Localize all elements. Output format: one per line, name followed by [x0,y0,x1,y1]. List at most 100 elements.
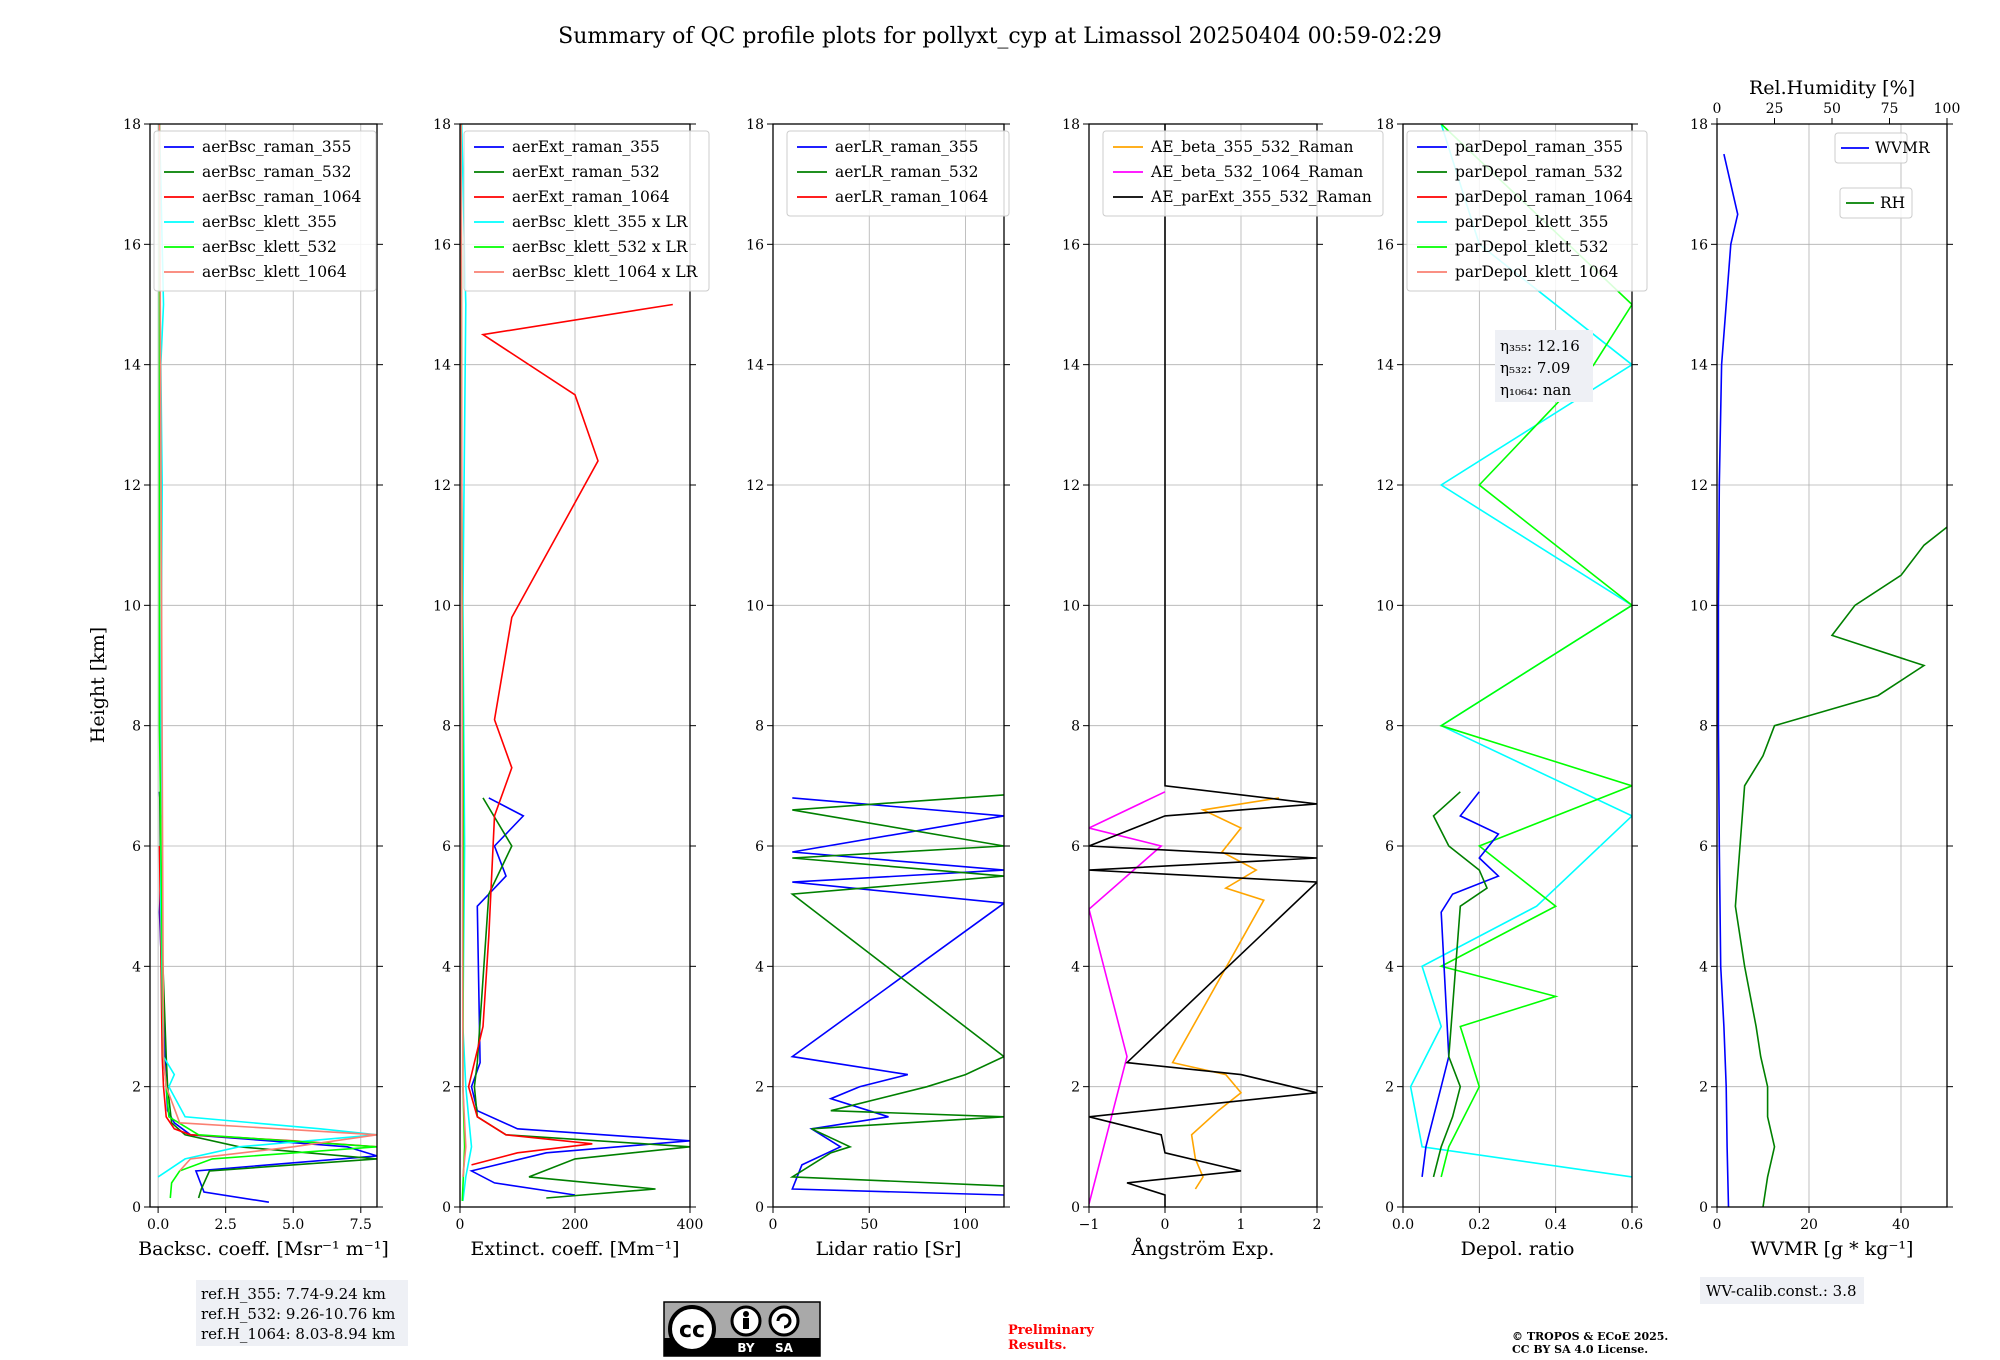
x-tick-label: 20 [1800,1217,1818,1233]
x-tick-label: 0.2 [1468,1217,1490,1233]
legend-box [1406,130,1648,292]
x-tick-label: 0.0 [1392,1217,1414,1233]
x-tick-label: 0.6 [1621,1217,1643,1233]
y-tick-label: 4 [755,959,764,975]
series-group [460,124,690,1202]
y-tick-label: 0 [442,1200,451,1216]
top-x-axis-label: Rel.Humidity [%] [1749,77,1915,99]
eta-1064-label: η₁₀₆₄: nan [1500,381,1571,399]
panel-extinction: 0 2 4 6 8 10 12 14 16 18 0 200 400 Extinct. coeff. [M… [433,117,710,1260]
y-tick-label: 16 [1376,237,1394,253]
eta-annotation-box [1495,330,1593,402]
series-group [789,794,1004,1196]
legend-entry: parDepol_klett_532 [1455,238,1608,256]
series-line-AE_beta_355_532_Raman [1171,797,1280,1190]
legend-entry: aerBsc_klett_532 x LR [512,238,689,256]
y-tick-label: 14 [1376,358,1394,374]
series-line-aerBsc_klett_1064 [158,124,377,1172]
x-tick-label: 50 [860,1217,878,1233]
y-tick-label: 18 [746,117,764,133]
wv-calib-annotation: WV-calib.const.: 3.8 [1700,1277,1864,1304]
panel-depol: 0 2 4 6 8 10 12 14 16 18 0.0 0.2 0.4 0.6 Depol. ratio p… [1376,117,1648,1260]
legend-box [786,130,1010,217]
axes-frame [459,123,691,1208]
y-tick-label: 8 [442,719,451,735]
person-icon-body [743,1318,749,1329]
y-tick-label: 6 [1071,839,1080,855]
legend-entry: aerLR_raman_1064 [835,188,988,206]
x-tick-label: 5.0 [282,1217,304,1233]
series-line-aerBsc_klett_1064 x LR [460,124,467,1177]
series-line-RH [1734,526,1947,1207]
y-tick-label: 8 [1385,719,1394,735]
x-axis-label: Ångström Exp. [1131,1238,1275,1260]
reference-height-annotation: ref.H_355: 7.74-9.24 km ref.H_532: 9.26-… [196,1280,408,1346]
y-tick-label: 0 [1071,1200,1080,1216]
y-tick-label: 2 [442,1080,451,1096]
x-tick-label: 1 [1237,1217,1246,1233]
y-tick-label: 14 [123,358,141,374]
eta-532-label: η₅₃₂: 7.09 [1500,359,1570,377]
y-tick-label: 12 [123,478,141,494]
legend-entry: aerBsc_klett_355 [202,213,337,231]
ref-h-1064-label: ref.H_1064: 8.03-8.94 km [201,1325,395,1343]
legend-box [1834,132,1908,164]
cc-sa-label: SA [775,1341,794,1355]
legend-entry: WVMR [1875,139,1931,157]
copyright-line-2: CC BY SA 4.0 License. [1512,1343,1648,1356]
eta-355-label: η₃₅₅: 12.16 [1500,337,1580,355]
x-tick-label: 7.5 [350,1217,372,1233]
x-axis-label: Lidar ratio [Sr] [816,1238,962,1260]
legend-entry: parDepol_raman_1064 [1455,188,1633,206]
person-icon-head [743,1311,749,1317]
y-tick-label: 4 [1071,959,1080,975]
y-tick-label: 6 [755,839,764,855]
y-tick-label: 6 [1385,839,1394,855]
legend-entry: RH [1880,194,1905,212]
axes-frame [772,123,1005,1208]
legend-entry: aerBsc_raman_1064 [202,188,362,206]
legend-entry: aerBsc_klett_355 x LR [512,213,689,231]
legend-box [463,130,710,292]
copyright-line-1: © TROPOS & ECoE 2025. [1512,1330,1668,1343]
y-tick-label: 10 [1062,598,1080,614]
legend-entry: aerExt_raman_355 [512,138,660,156]
x-tick-label: 200 [562,1217,589,1233]
series-line-AE_parExt_355_532_Raman [1089,124,1317,1207]
x-tick-label: 100 [952,1217,979,1233]
y-tick-label: 12 [1376,478,1394,494]
legend-entry: aerLR_raman_355 [835,138,978,156]
series-line-parDepol_raman_532 [1432,791,1488,1178]
legend-box [1839,187,1913,219]
legend-entry: AE_beta_532_1064_Raman [1150,163,1363,181]
y-tick-label: 14 [1690,358,1708,374]
cc-logo-text: cc [679,1318,705,1343]
figure-title: Summary of QC profile plots for pollyxt_… [558,24,1442,49]
series-line-WVMR [1717,153,1739,1207]
y-tick-label: 0 [132,1200,141,1216]
series-line-aerExt_raman_1064 [467,303,673,1166]
y-tick-label: 10 [123,598,141,614]
x-tick-label: 0 [769,1217,778,1233]
top-x-tick-label: 0 [1713,101,1722,117]
y-tick-label: 10 [1690,598,1708,614]
series-group [1409,124,1632,1178]
legend-entry: AE_beta_355_532_Raman [1150,138,1353,156]
y-tick-label: 0 [755,1200,764,1216]
share-alike-icon [768,1305,800,1337]
top-x-tick-label: 50 [1823,101,1841,117]
series-line-parDepol_klett_532 [1439,124,1632,1178]
y-tick-label: 16 [123,237,141,253]
y-tick-label: 0 [1699,1200,1708,1216]
y-tick-label: 18 [123,117,141,133]
cc-by-label: BY [737,1341,754,1355]
x-tick-label: 40 [1892,1217,1910,1233]
y-axis-label: Height [km] [87,627,109,743]
y-tick-label: 12 [433,478,451,494]
y-tick-label: 8 [1699,719,1708,735]
y-tick-label: 6 [132,839,141,855]
x-axis-label: Extinct. coeff. [Mm⁻¹] [470,1238,679,1260]
series-line-aerBsc_raman_355 [158,791,377,1203]
